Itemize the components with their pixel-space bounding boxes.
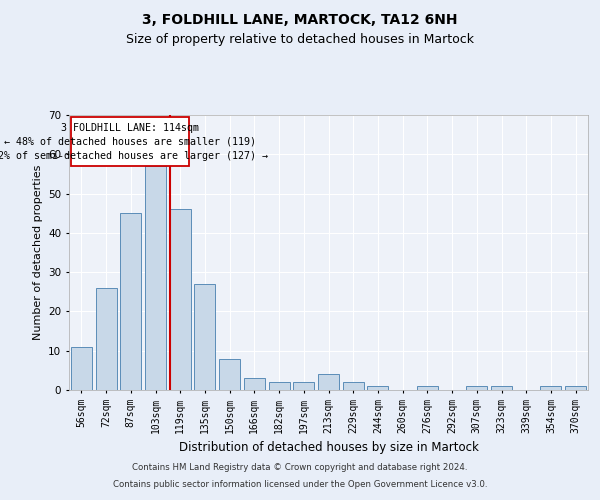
FancyBboxPatch shape bbox=[71, 117, 189, 166]
Bar bbox=[318, 374, 339, 390]
Bar bbox=[170, 210, 191, 390]
Text: Size of property relative to detached houses in Martock: Size of property relative to detached ho… bbox=[126, 32, 474, 46]
Text: Contains HM Land Registry data © Crown copyright and database right 2024.: Contains HM Land Registry data © Crown c… bbox=[132, 464, 468, 472]
Bar bbox=[565, 386, 586, 390]
Bar bbox=[269, 382, 290, 390]
Bar bbox=[541, 386, 562, 390]
Bar bbox=[343, 382, 364, 390]
Bar bbox=[244, 378, 265, 390]
Bar bbox=[71, 347, 92, 390]
Bar bbox=[194, 284, 215, 390]
X-axis label: Distribution of detached houses by size in Martock: Distribution of detached houses by size … bbox=[179, 441, 478, 454]
Bar bbox=[367, 386, 388, 390]
Bar bbox=[417, 386, 438, 390]
Bar bbox=[120, 213, 141, 390]
Bar bbox=[491, 386, 512, 390]
Y-axis label: Number of detached properties: Number of detached properties bbox=[32, 165, 43, 340]
Text: 3, FOLDHILL LANE, MARTOCK, TA12 6NH: 3, FOLDHILL LANE, MARTOCK, TA12 6NH bbox=[142, 12, 458, 26]
Bar bbox=[466, 386, 487, 390]
Text: Contains public sector information licensed under the Open Government Licence v3: Contains public sector information licen… bbox=[113, 480, 487, 489]
Bar bbox=[145, 166, 166, 390]
Bar bbox=[95, 288, 116, 390]
Bar bbox=[293, 382, 314, 390]
Bar bbox=[219, 358, 240, 390]
Text: 3 FOLDHILL LANE: 114sqm
← 48% of detached houses are smaller (119)
52% of semi-d: 3 FOLDHILL LANE: 114sqm ← 48% of detache… bbox=[0, 122, 268, 160]
